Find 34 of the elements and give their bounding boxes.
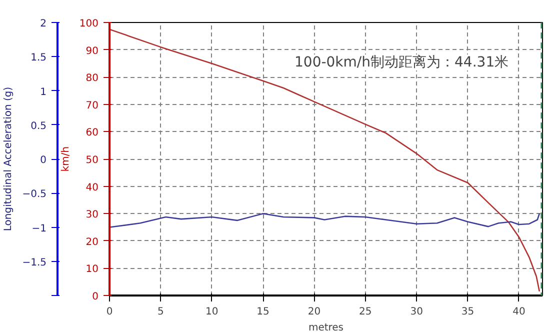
y2-tick-label: 80 xyxy=(86,73,99,84)
y2-tick-label: 0 xyxy=(92,292,99,302)
y-tick-label: 2 xyxy=(40,18,47,30)
y-tick-label: −0.5 xyxy=(22,189,47,200)
y2-axis-title: km/h xyxy=(60,146,72,172)
y-axis-title: Longitudinal Acceleration (g) xyxy=(3,86,14,232)
y-tick-label: 0 xyxy=(40,155,47,166)
annotation: 100-0km/h制动距离为：44.31米 xyxy=(294,54,509,70)
y-tick-label: −1 xyxy=(32,223,47,234)
x-tick-label: 30 xyxy=(410,306,423,318)
y2-tick-label: 50 xyxy=(86,155,99,166)
x-tick-label: 5 xyxy=(158,306,164,318)
x-tick-label: 20 xyxy=(308,306,321,318)
line-series xyxy=(110,28,540,292)
y2-tick-label: 70 xyxy=(86,100,99,112)
y2-tick-label: 20 xyxy=(86,236,99,248)
y-tick-label: −1.5 xyxy=(22,257,47,268)
y2-tick-label: 90 xyxy=(86,46,99,57)
y-tick-label: 0.5 xyxy=(30,120,47,132)
y2-tick-label: 100 xyxy=(79,18,99,30)
y2-tick-label: 10 xyxy=(86,264,99,276)
y2-tick-label: 30 xyxy=(86,210,99,221)
y2-tick-label: 60 xyxy=(86,128,99,139)
y2-tick-label: 40 xyxy=(86,182,99,194)
y-tick-label: 1 xyxy=(40,86,47,98)
x-tick-label: 35 xyxy=(461,306,474,318)
y-tick-label: 1.5 xyxy=(30,52,47,64)
x-tick-label: 40 xyxy=(512,306,526,318)
x-tick-label: 0 xyxy=(106,306,113,318)
x-tick-label: 25 xyxy=(359,306,372,318)
line-series xyxy=(110,212,540,228)
x-tick-label: 10 xyxy=(206,306,218,318)
x-tick-label: 15 xyxy=(256,306,270,318)
x-axis-title: metres xyxy=(308,322,344,334)
